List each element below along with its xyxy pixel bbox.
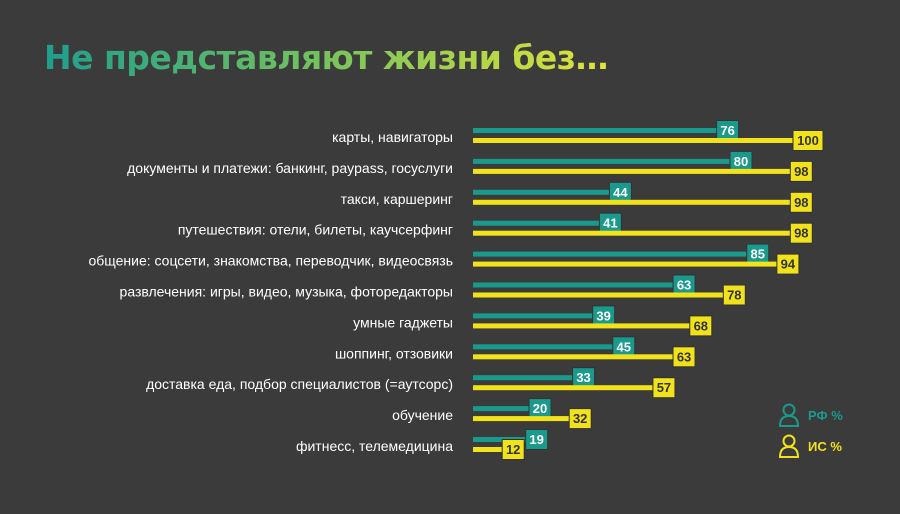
value-label-is: 78 — [727, 288, 741, 303]
bar-is — [473, 447, 514, 452]
value-label-rf: 85 — [751, 247, 765, 262]
category-label: развлечения: игры, видео, музыка, фоторе… — [120, 284, 453, 300]
value-badge-is — [776, 253, 800, 275]
value-label-rf: 44 — [613, 185, 628, 200]
legend-label-rf: РФ % — [808, 407, 843, 423]
value-label-rf: 33 — [576, 370, 590, 385]
bar-is — [473, 261, 788, 267]
bar-rf — [473, 189, 621, 195]
category-label: обучение — [392, 407, 453, 423]
bar-rf — [473, 406, 540, 412]
value-badge-is — [789, 222, 813, 244]
bar-is — [473, 416, 581, 422]
category-label: документы и платежи: банкинг, paypass, г… — [127, 160, 453, 176]
value-badge-is — [792, 130, 824, 151]
bar-rf — [473, 344, 624, 350]
value-label-rf: 19 — [529, 432, 543, 447]
value-label-is: 94 — [781, 257, 796, 272]
value-label-is: 63 — [677, 349, 691, 364]
value-label-is: 57 — [657, 380, 671, 395]
value-label-is: 68 — [694, 318, 708, 333]
value-badge-is — [672, 346, 696, 368]
bar-rf — [473, 220, 611, 226]
bar-rf — [473, 282, 685, 288]
value-label-is: 98 — [794, 226, 808, 241]
value-label-rf: 45 — [617, 339, 631, 354]
value-label-rf: 80 — [734, 154, 748, 169]
bar-rf — [473, 313, 604, 319]
value-label-rf: 63 — [677, 278, 691, 293]
value-label-is: 98 — [794, 164, 808, 179]
category-label: фитнесс, телемедицина — [296, 438, 453, 454]
bar-is — [473, 323, 701, 329]
value-label-is: 32 — [573, 411, 587, 426]
bar-is — [473, 138, 808, 143]
value-label-rf: 39 — [596, 308, 610, 323]
value-badge-is — [789, 191, 813, 213]
bar-is — [473, 168, 802, 174]
value-badge-is — [689, 315, 713, 337]
value-label-is: 98 — [794, 195, 808, 210]
bar-rf — [473, 251, 758, 257]
category-label: путешествия: отели, билеты, каучсерфинг — [178, 222, 453, 238]
category-label: шоппинг, отзовики — [335, 345, 453, 361]
category-label: общение: соцсети, знакомства, переводчик… — [88, 253, 453, 269]
category-label: умные гаджеты — [353, 314, 453, 330]
value-label-rf: 76 — [720, 123, 734, 138]
bar-rf — [473, 158, 741, 164]
page-title: Не представляют жизни без… — [44, 38, 608, 77]
value-label-is: 12 — [506, 442, 520, 457]
bar-rf — [473, 375, 584, 381]
category-label: такси, каршеринг — [341, 191, 453, 207]
person-outline-icon — [778, 403, 800, 427]
value-badge-is — [501, 439, 525, 460]
value-label-rf: 41 — [603, 216, 617, 231]
value-label-is: 100 — [797, 133, 819, 148]
bar-is — [473, 230, 802, 236]
legend-label-is: ИС % — [808, 438, 842, 454]
legend-item-is: ИС % — [778, 434, 842, 458]
value-badge-rf — [525, 429, 549, 450]
category-label: карты, навигаторы — [332, 129, 453, 145]
category-label: доставка еда, подбор специалистов (=аутс… — [146, 376, 453, 392]
value-badge-is — [789, 160, 813, 182]
bar-is — [473, 199, 802, 205]
bar-is — [473, 292, 735, 298]
value-badge-is — [652, 377, 676, 399]
value-badge-is — [722, 284, 746, 306]
bar-is — [473, 385, 664, 391]
bar-rf — [473, 128, 728, 133]
value-badge-is — [568, 408, 592, 430]
value-label-rf: 20 — [533, 401, 547, 416]
person-outline-icon — [778, 434, 800, 458]
legend-item-rf: РФ % — [778, 403, 843, 427]
bar-is — [473, 354, 685, 360]
